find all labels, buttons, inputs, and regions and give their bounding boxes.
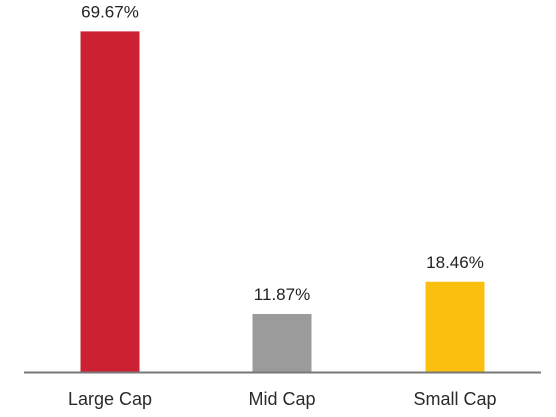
category-label: Small Cap [413,389,496,409]
value-labels-group: 69.67% 11.87% 18.46% [81,2,484,304]
value-label: 69.67% [81,2,139,21]
value-label: 11.87% [254,285,310,304]
category-label: Mid Cap [248,389,315,409]
bars-group [80,31,485,372]
category-labels-group: Large Cap Mid Cap Small Cap [68,389,497,409]
bar-large-cap [80,31,140,372]
value-label: 18.46% [426,253,484,272]
bar-small-cap [425,281,485,372]
bar-mid-cap [252,313,312,372]
category-label: Large Cap [68,389,152,409]
